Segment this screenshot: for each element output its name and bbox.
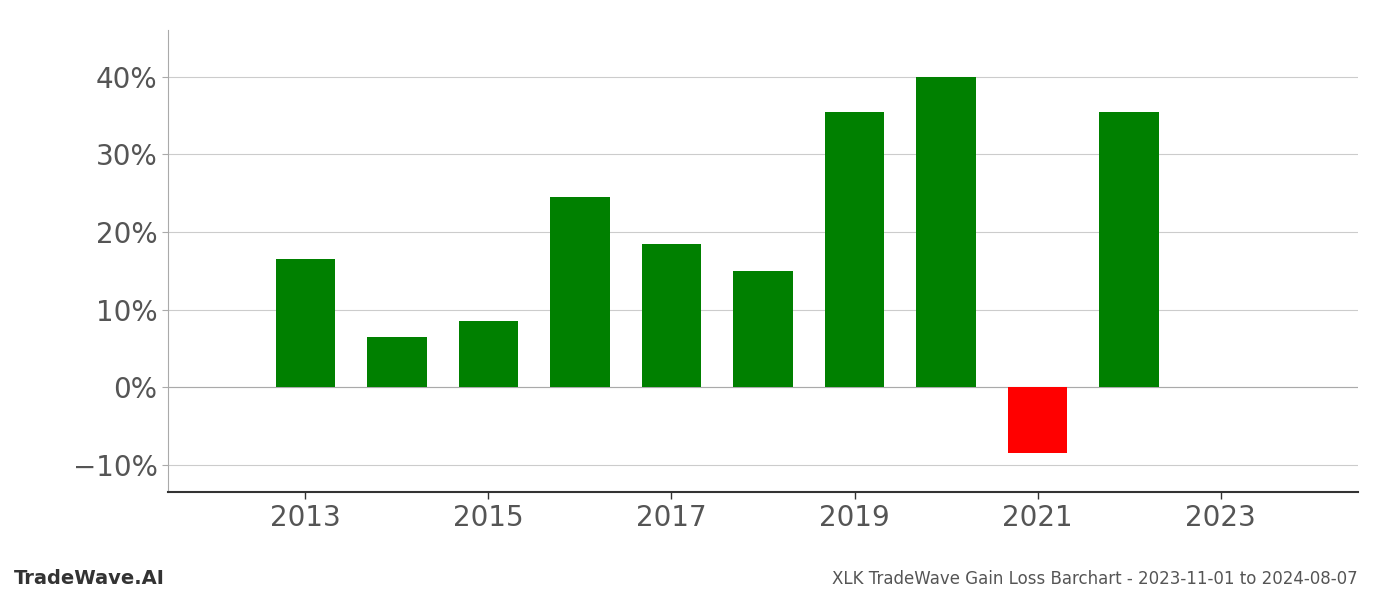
Bar [276, 259, 335, 387]
Bar [1099, 112, 1159, 387]
Bar [550, 197, 609, 387]
Bar [917, 77, 976, 387]
Bar [459, 321, 518, 387]
Bar [1008, 387, 1067, 453]
Bar [367, 337, 427, 387]
Text: XLK TradeWave Gain Loss Barchart - 2023-11-01 to 2024-08-07: XLK TradeWave Gain Loss Barchart - 2023-… [833, 570, 1358, 588]
Bar [641, 244, 701, 387]
Text: TradeWave.AI: TradeWave.AI [14, 569, 165, 588]
Bar [825, 112, 885, 387]
Bar [734, 271, 792, 387]
